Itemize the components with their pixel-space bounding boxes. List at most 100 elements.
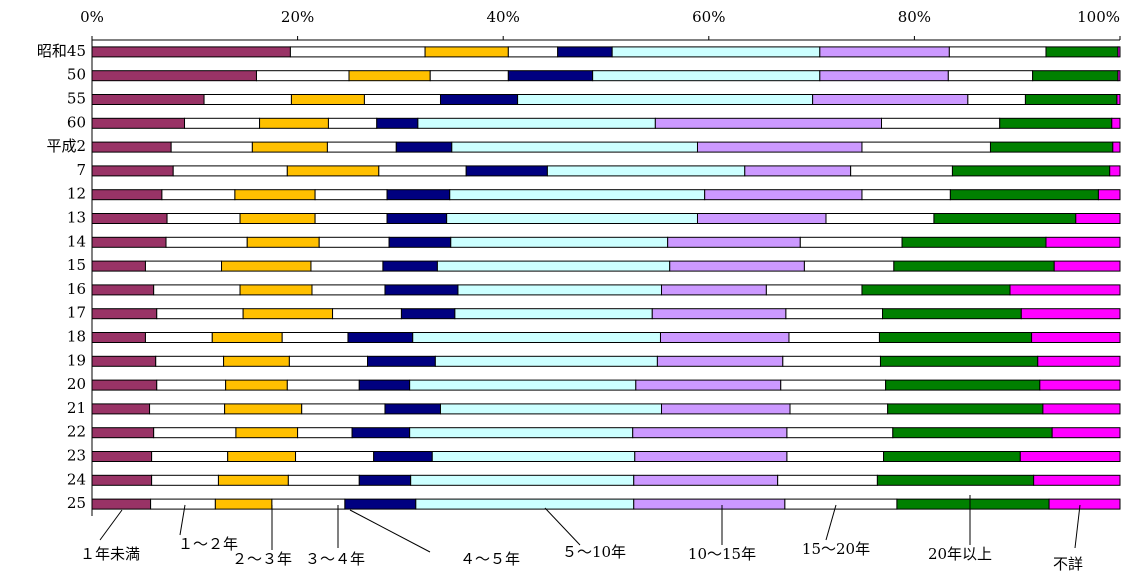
bar-segment <box>223 355 290 367</box>
y-tick-label: 7 <box>76 161 86 179</box>
bar-segment <box>633 498 786 510</box>
bar-segment <box>611 46 821 58</box>
bar-segment <box>144 332 213 343</box>
bar-segment <box>439 403 663 415</box>
bar-segment <box>788 332 880 343</box>
bar-segment <box>358 379 411 391</box>
bar-segment <box>382 260 438 272</box>
bar-segment <box>363 94 441 105</box>
bar-segment <box>632 427 788 439</box>
bar-segment <box>251 141 328 153</box>
bar-segment <box>786 427 894 439</box>
bar-segment <box>172 165 288 177</box>
bar-segment <box>91 355 157 367</box>
bar-segment <box>799 236 903 248</box>
bar-segment <box>235 427 299 439</box>
bar-segment <box>255 70 350 82</box>
bar-segment <box>1033 474 1121 486</box>
bar-segment <box>417 117 656 129</box>
bar-segment <box>376 117 419 129</box>
bar-segment <box>457 284 663 296</box>
bar-segment <box>933 213 1077 224</box>
bar-segment <box>378 165 467 177</box>
bar-segment <box>1024 94 1118 105</box>
bar-segment <box>314 189 388 201</box>
bar-segment <box>507 46 559 58</box>
legend-leader <box>544 507 581 546</box>
bar-segment <box>286 165 380 177</box>
bar-segment <box>327 117 378 129</box>
legend-leader <box>179 504 186 536</box>
bar-segment <box>436 260 671 272</box>
bar-segment <box>348 70 431 82</box>
bar-segment <box>91 498 152 510</box>
bar-segment <box>91 284 155 296</box>
bar-segment <box>161 189 236 201</box>
bar-segment <box>1075 213 1121 224</box>
bar-segment <box>149 403 226 415</box>
bar-segment <box>696 213 827 224</box>
legend-label: ４～５年 <box>460 550 520 568</box>
bar-segment <box>150 498 216 510</box>
y-tick-label: 20 <box>67 375 86 393</box>
y-tick-label: 55 <box>67 90 86 108</box>
y-tick-label: 18 <box>67 328 86 346</box>
bar-segment <box>819 46 950 58</box>
legend-label: ５～10年 <box>562 543 626 561</box>
bar-segment <box>896 498 1050 510</box>
bar-segment <box>803 260 895 272</box>
bar-segment <box>214 498 273 510</box>
bar-segment <box>155 355 225 367</box>
bar-segment <box>91 189 163 201</box>
y-tick-label: 60 <box>67 113 86 131</box>
bar-segment <box>949 189 1099 201</box>
legend-label: 不詳 <box>1053 555 1083 573</box>
bar-segment <box>654 117 883 129</box>
x-tick-label: 100% <box>1077 8 1120 26</box>
bar-segment <box>367 355 436 367</box>
bar-segment <box>812 94 969 105</box>
bar-segment <box>651 308 787 320</box>
legend-label: 10～15年 <box>688 545 756 563</box>
bar-segment <box>410 474 635 486</box>
bar-segment <box>557 46 613 58</box>
bar-segment <box>326 141 397 153</box>
bar-segment <box>1053 260 1121 272</box>
bar-segment <box>91 165 174 177</box>
bar-segment <box>295 451 375 462</box>
y-tick-label: 平成2 <box>46 137 86 155</box>
y-tick-label: 19 <box>67 351 86 369</box>
bar-segment <box>311 284 386 296</box>
bar-segment <box>153 427 237 439</box>
bar-segment <box>91 308 158 320</box>
bar-segment <box>1051 427 1121 439</box>
bar-segment <box>451 141 698 153</box>
bar-segment <box>386 189 451 201</box>
y-tick-label: 25 <box>67 494 86 512</box>
bar-segment <box>881 117 1001 129</box>
bar-segment <box>91 70 257 82</box>
y-tick-label: 14 <box>67 232 86 250</box>
bar-segment <box>314 213 388 224</box>
bar-segment <box>704 189 863 201</box>
bar-segment <box>861 284 1011 296</box>
y-tick-label: 17 <box>67 304 86 322</box>
bar-segment <box>887 403 1044 415</box>
bar-segment <box>165 236 248 248</box>
y-tick-label: 23 <box>67 447 86 465</box>
bar-segment <box>635 379 782 391</box>
bar-segment <box>669 260 805 272</box>
bar-segment <box>661 403 791 415</box>
bar-segment <box>91 451 153 462</box>
bar-segment <box>409 379 637 391</box>
bar-segment <box>388 236 452 248</box>
bar-segment <box>876 474 1035 486</box>
bar-segment <box>1042 403 1121 415</box>
bar-segment <box>1032 70 1119 82</box>
y-tick-label: 16 <box>67 280 86 298</box>
bar-segment <box>429 70 509 82</box>
bar-segment <box>1117 46 1121 58</box>
bar-segment <box>156 308 244 320</box>
bar-segment <box>507 70 594 82</box>
bar-segment <box>424 46 509 58</box>
